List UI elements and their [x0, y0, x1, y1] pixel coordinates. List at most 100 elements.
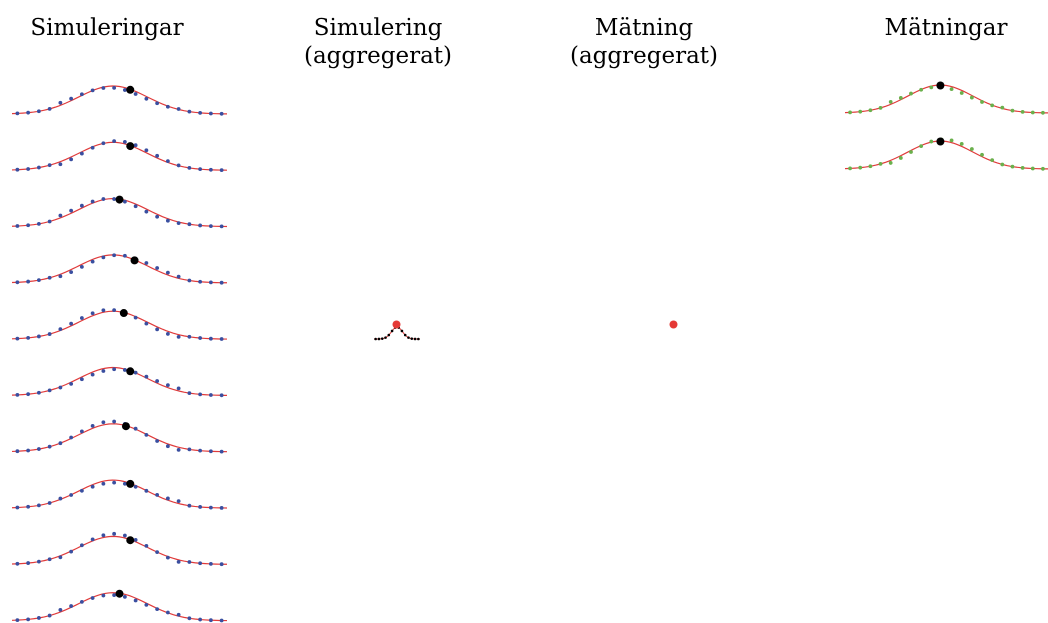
aggregate-data-point: [377, 337, 381, 341]
data-point: [101, 481, 106, 486]
data-point: [36, 334, 41, 339]
data-point: [165, 104, 170, 109]
data-point: [198, 392, 203, 397]
data-point: [187, 109, 192, 114]
aggregate-data-point: [413, 337, 417, 341]
data-point: [155, 101, 160, 106]
data-point: [26, 335, 31, 340]
fit-curve: [844, 140, 1048, 170]
data-point: [990, 103, 995, 108]
data-point: [90, 145, 95, 150]
data-point: [79, 203, 84, 208]
data-point: [176, 559, 181, 564]
data-point: [959, 91, 964, 95]
data-point: [878, 105, 883, 110]
data-point: [58, 608, 63, 612]
data-point: [868, 108, 873, 113]
data-point: [101, 308, 106, 313]
aggregate-data-point: [403, 333, 407, 337]
gaussian-plot: [11, 195, 228, 229]
peak-marker: [126, 85, 135, 94]
data-point: [26, 448, 31, 453]
data-point: [133, 143, 138, 148]
peak-marker: [130, 256, 139, 265]
data-point: [187, 560, 192, 564]
data-point: [90, 596, 95, 600]
gaussian-plot: [11, 479, 228, 510]
data-point: [198, 223, 203, 228]
data-point: [1041, 166, 1045, 171]
data-point: [144, 321, 149, 326]
data-point: [198, 448, 203, 453]
data-point: [15, 618, 20, 623]
data-point: [165, 159, 170, 163]
aggregate-data-point: [417, 337, 420, 341]
data-point: [208, 336, 213, 341]
data-point: [969, 95, 974, 100]
data-point: [208, 167, 213, 172]
data-point: [176, 499, 181, 504]
data-point: [219, 111, 224, 116]
data-point: [79, 599, 84, 604]
data-point: [101, 86, 106, 90]
data-point: [858, 109, 863, 114]
data-point: [949, 87, 954, 92]
data-point: [58, 213, 63, 218]
data-point: [219, 224, 224, 229]
data-point: [47, 557, 52, 562]
peak-marker: [115, 589, 124, 598]
data-point: [1030, 110, 1035, 115]
simulation-aggregate-header-line2: (aggregerat): [304, 43, 452, 69]
data-point: [198, 617, 203, 622]
data-point: [69, 208, 74, 213]
data-point: [15, 393, 20, 397]
data-point: [888, 100, 893, 104]
gaussian-plot: [11, 531, 228, 567]
data-point: [90, 311, 95, 316]
data-point: [101, 533, 106, 538]
data-point: [36, 559, 41, 564]
data-point: [112, 593, 117, 597]
data-point: [144, 374, 149, 379]
gaussian-plot: [844, 81, 1048, 115]
data-point: [79, 316, 84, 320]
data-point: [165, 218, 170, 223]
fit-curve: [11, 141, 228, 171]
data-point: [176, 612, 181, 617]
data-point: [122, 139, 127, 144]
data-point: [26, 617, 31, 622]
data-point: [898, 95, 903, 100]
data-point: [219, 337, 224, 341]
aggregate-data-point: [410, 337, 414, 340]
data-point: [36, 616, 41, 620]
data-point: [198, 279, 203, 284]
aggregate-data-point: [380, 337, 384, 340]
data-point: [155, 379, 160, 383]
data-point: [69, 96, 74, 101]
data-point: [101, 420, 106, 425]
data-point: [208, 393, 213, 397]
peak-marker: [126, 536, 135, 545]
data-point: [112, 367, 117, 372]
data-point: [165, 610, 170, 615]
measurement-aggregate-header-line1: Mätning: [595, 15, 693, 41]
data-point: [112, 139, 117, 144]
data-point: [79, 92, 84, 97]
data-point: [176, 221, 181, 226]
data-point: [101, 369, 106, 373]
data-point: [165, 383, 170, 387]
data-point: [165, 444, 170, 449]
simulations-header: Simuleringar: [30, 15, 183, 41]
aggregate-data-point: [400, 329, 404, 333]
data-point: [155, 214, 160, 219]
data-point: [990, 158, 995, 163]
data-point: [219, 393, 224, 398]
data-point: [15, 224, 20, 228]
data-point: [1000, 105, 1005, 110]
data-point: [47, 388, 52, 393]
data-point: [112, 480, 117, 485]
data-point: [959, 141, 964, 146]
data-point: [144, 602, 149, 607]
data-point: [133, 92, 138, 96]
data-point: [1041, 110, 1045, 115]
